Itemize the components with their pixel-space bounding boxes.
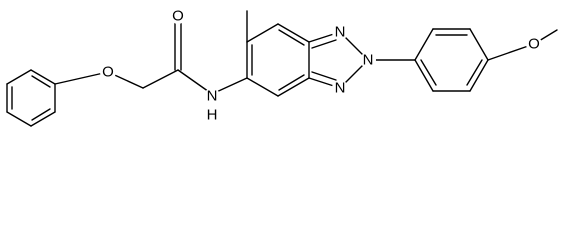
page: {"atoms": [{"label": "O"}, {"label": "O"… xyxy=(6,7,558,127)
atom-label: N xyxy=(335,24,346,41)
atom-labels: O O N H N N N O xyxy=(100,8,542,124)
atom-label: N xyxy=(363,52,374,69)
structure: O O N H N N N O xyxy=(6,8,558,127)
atom-label: O xyxy=(102,64,114,81)
atom-label: H xyxy=(207,107,218,124)
atom-label: O xyxy=(528,36,540,53)
bonds xyxy=(6,10,558,127)
atom-label: O xyxy=(172,8,184,25)
atom-label: N xyxy=(335,80,346,97)
atom-label: N xyxy=(207,88,218,105)
